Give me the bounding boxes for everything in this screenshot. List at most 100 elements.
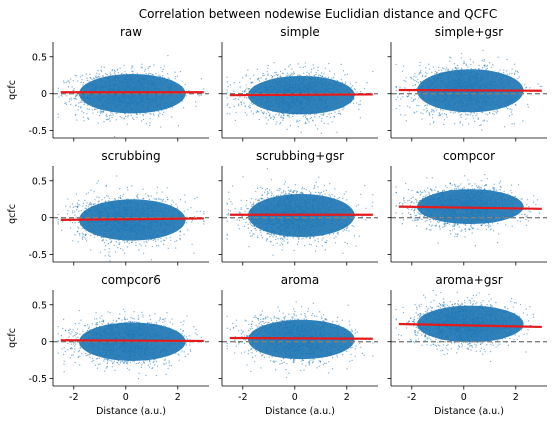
scatter-point (514, 123, 515, 124)
scatter-point (246, 88, 247, 89)
scatter-point (414, 95, 415, 96)
scatter-point (83, 112, 84, 113)
scatter-point (408, 96, 409, 97)
scatter-point (72, 90, 73, 91)
scatter-point (519, 76, 520, 77)
scatter-point (249, 107, 250, 108)
scatter-point (143, 119, 144, 120)
scatter-point (259, 119, 260, 120)
scatter-point (146, 73, 147, 74)
scatter-point (153, 64, 154, 65)
scatter-point (248, 106, 249, 107)
scatter-point (430, 124, 431, 125)
scatter-point (253, 113, 254, 114)
scatter-point (341, 64, 342, 65)
scatter-point (136, 113, 137, 114)
scatter-point (160, 67, 161, 68)
scatter-point (89, 109, 90, 110)
scatter-point (484, 65, 485, 66)
scatter-point (75, 105, 76, 106)
scatter-point (132, 66, 133, 67)
scatter-point (271, 77, 272, 78)
scatter-point (227, 81, 228, 82)
scatter-point (292, 69, 293, 70)
scatter-point (421, 119, 422, 120)
scatter-point (185, 84, 186, 85)
scatter-point (506, 59, 507, 60)
scatter-point (325, 68, 326, 69)
scatter-point (97, 70, 98, 71)
scatter-point (301, 132, 302, 133)
scatter-point (246, 84, 247, 85)
scatter-point (406, 77, 407, 78)
scatter-point (422, 113, 423, 114)
scatter-point (433, 122, 434, 123)
scatter-point (233, 91, 234, 92)
scatter-point (257, 111, 258, 112)
scatter-point (466, 65, 467, 66)
scatter-point (86, 78, 87, 79)
scatter-point (435, 71, 436, 72)
scatter-point (80, 82, 81, 83)
scatter-point (279, 123, 280, 124)
scatter-point (266, 78, 267, 79)
scatter-point (92, 109, 93, 110)
scatter-point (66, 104, 67, 105)
scatter-point (540, 86, 541, 87)
scatter-point (227, 105, 228, 106)
scatter-point (86, 113, 87, 114)
scatter-point (410, 77, 411, 78)
scatter-point (335, 112, 336, 113)
scatter-point (195, 101, 196, 102)
scatter-point (150, 73, 151, 74)
scatter-point (68, 81, 69, 82)
scatter-point (104, 67, 105, 68)
scatter-point (461, 53, 462, 54)
scatter-point (127, 116, 128, 117)
scatter-point (106, 74, 107, 75)
scatter-point (415, 99, 416, 100)
scatter-point (360, 91, 361, 92)
scatter-point (450, 57, 451, 58)
scatter-point (146, 123, 147, 124)
scatter-point (484, 66, 485, 67)
scatter-point (426, 111, 427, 112)
scatter-point (274, 62, 275, 63)
scatter-point (511, 112, 512, 113)
scatter-point (89, 74, 90, 75)
scatter-point (251, 83, 252, 84)
scatter-point (249, 88, 250, 89)
scatter-point (292, 75, 293, 76)
scatter-point (414, 80, 415, 81)
scatter-point (131, 71, 132, 72)
scatter-point (330, 117, 331, 118)
scatter-point (489, 62, 490, 63)
scatter-point (101, 71, 102, 72)
scatter-point (201, 95, 202, 96)
scatter-point (480, 124, 481, 125)
scatter-point (259, 80, 260, 81)
scatter-point (248, 88, 249, 89)
subplot-title: raw (120, 25, 142, 39)
scatter-point (524, 84, 525, 85)
scatter-point (75, 98, 76, 99)
scatter-point (485, 113, 486, 114)
scatter-point (316, 72, 317, 73)
scatter-point (441, 70, 442, 71)
scatter-point (292, 116, 293, 117)
scatter-point (275, 114, 276, 115)
scatter-point (140, 113, 141, 114)
scatter-point (163, 69, 164, 70)
scatter-point (263, 73, 264, 74)
scatter-point (418, 82, 419, 83)
scatter-point (312, 120, 313, 121)
scatter-point (358, 104, 359, 105)
scatter-point (443, 124, 444, 125)
scatter-point (308, 121, 309, 122)
scatter-point (267, 75, 268, 76)
scatter-point (323, 113, 324, 114)
scatter-point (124, 118, 125, 119)
scatter-point (315, 125, 316, 126)
scatter-point (100, 70, 101, 71)
scatter-point (414, 112, 415, 113)
